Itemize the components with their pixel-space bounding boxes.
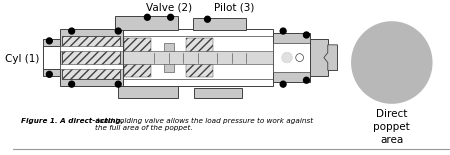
Bar [164, 43, 174, 72]
Bar [274, 33, 310, 82]
Circle shape [115, 81, 121, 87]
Bar [123, 51, 274, 64]
Bar [62, 36, 120, 79]
Circle shape [303, 32, 309, 38]
Bar [194, 88, 243, 98]
Bar [328, 45, 338, 70]
Bar [62, 36, 120, 79]
Bar [310, 39, 328, 76]
Bar [60, 46, 123, 51]
Circle shape [115, 28, 121, 34]
Circle shape [205, 16, 211, 22]
Circle shape [46, 38, 52, 44]
Circle shape [282, 53, 292, 62]
Bar [123, 29, 274, 86]
Bar [60, 64, 123, 69]
Circle shape [69, 28, 75, 34]
Circle shape [168, 14, 174, 20]
Circle shape [280, 28, 286, 34]
Circle shape [280, 81, 286, 87]
Bar [115, 16, 178, 30]
Bar [193, 18, 246, 30]
Circle shape [144, 14, 150, 20]
Bar [60, 29, 123, 86]
Circle shape [296, 54, 303, 62]
Text: Pilot (3): Pilot (3) [215, 2, 255, 12]
Text: Cyl (1): Cyl (1) [5, 54, 40, 64]
Text: Valve (2): Valve (2) [146, 2, 192, 12]
Bar [124, 38, 151, 77]
Bar [274, 43, 310, 72]
Circle shape [303, 77, 309, 83]
Circle shape [46, 71, 52, 77]
Bar [43, 46, 60, 69]
Circle shape [351, 21, 432, 104]
Text: Direct
poppet
area: Direct poppet area [374, 109, 410, 145]
Circle shape [282, 53, 292, 62]
Bar [123, 36, 274, 79]
Text: Figure 1. A direct-acting,: Figure 1. A direct-acting, [21, 118, 124, 124]
Bar [118, 86, 178, 98]
Bar [186, 38, 213, 77]
Bar [43, 39, 60, 76]
Polygon shape [324, 45, 338, 70]
Text: load-holding valve allows the load pressure to work against
the full area of the: load-holding valve allows the load press… [95, 118, 313, 131]
Circle shape [69, 81, 75, 87]
